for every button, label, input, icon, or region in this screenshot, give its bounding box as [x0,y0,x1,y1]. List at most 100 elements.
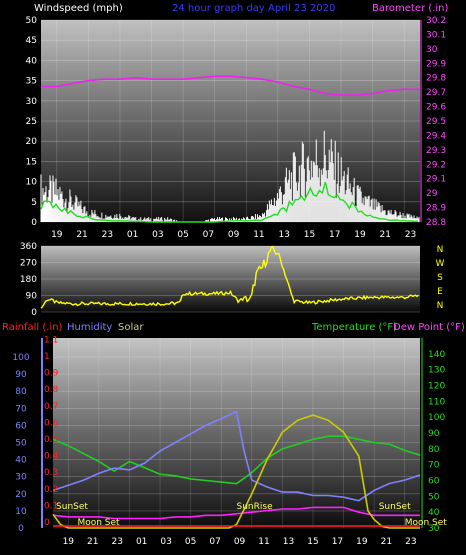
hour-label: 05 [185,537,196,547]
rain-tick-label: 0.3 [44,468,58,478]
barometer-tick-label: 28.8 [426,218,446,228]
temperature-tick-label: 80 [428,445,440,455]
temperature-tick-label: 70 [428,461,440,471]
wind-direction-line [40,245,419,309]
rain-tick-label: 0.7 [44,402,58,412]
dewpoint-line [52,506,420,520]
temperature-tick-label: 40 [428,508,440,518]
rain-tick-label: 0.6 [44,418,59,428]
temperature-tick-label: 100 [428,413,445,423]
temperature-tick-label: 130 [428,366,445,376]
humidity-tick-label: 60 [15,421,27,431]
hour-label: 15 [307,537,318,547]
wind-tick-label: 0 [31,218,37,228]
compass-label: W [436,259,445,269]
hour-label: 21 [76,230,87,240]
hour-label: 05 [177,230,188,240]
hour-label: 13 [283,537,294,547]
barometer-line [41,75,420,96]
humidity-tick-label: 70 [15,404,27,414]
dewpoint-legend: Dew Point (°F) [393,322,465,333]
direction-panel-grid [41,245,420,313]
wind-tick-label: 10 [26,178,38,188]
astro-label: SunSet [379,502,411,512]
hour-label: 11 [258,537,269,547]
hour-label: 19 [51,230,63,240]
climate-panel-grid [53,338,423,529]
hour-label: 19 [354,230,366,240]
humidity-tick-labels: 0 10 20 30 40 50 60 70 80 90 100 [12,353,29,534]
barometer-tick-label: 30.1 [426,30,446,40]
humidity-legend: Humidity [67,322,112,333]
temperature-tick-label: 110 [428,397,445,407]
humidity-tick-label: 0 [18,524,24,534]
barometer-tick-label: 29.9 [426,59,446,69]
wind-tick-label: 50 [26,16,38,26]
astro-label: Moon Set [77,518,120,528]
direction-tick-label: 90 [26,292,38,302]
wind-tick-label: 20 [26,137,38,147]
rain-tick-label: 0 [44,518,50,528]
hour-label: 01 [136,537,147,547]
hour-label: 11 [253,230,264,240]
hour-label: 13 [278,230,289,240]
chart-title: 24 hour graph day April 23 2020 [172,3,335,14]
hour-label: 21 [380,230,391,240]
wind-avg-line [40,181,419,223]
hour-label: 23 [102,230,113,240]
barometer-tick-labels: 28.8 28.9 29 29.1 29.2 29.3 29.4 29.5 29.6 29.7 29… [426,16,446,228]
temperature-tick-labels: 30 40 50 60 70 80 90 100 110 120 130 140 [428,350,445,534]
rain-tick-label: 0.8 [44,385,59,395]
rain-tick-label: 0.2 [44,485,58,495]
barometer-tick-label: 29.6 [426,103,446,113]
solar-legend: Solar [118,322,144,333]
direction-tick-labels: 0 90 180 270 360 [20,242,37,318]
hour-label: 19 [63,537,75,547]
humidity-tick-label: 30 [15,473,27,483]
barometer-tick-label: 29 [426,189,438,199]
wind-axis-title: Windspeed (mph) [34,3,123,14]
direction-tick-label: 270 [20,259,37,269]
temperature-legend: Temperature (°F) [311,322,397,333]
astro-label: SunRise [237,502,274,512]
temperature-tick-label: 140 [428,350,445,360]
hour-label: 19 [356,537,368,547]
direction-tick-label: 360 [20,242,37,252]
astro-label: Moon Set [405,518,448,528]
humidity-tick-label: 100 [12,353,29,363]
direction-tick-label: 0 [31,308,37,318]
rain-tick-labels: 0 0.1 0.2 0.3 0.4 0.5 0.6 0.7 0.8 0.9 1 1.1 [44,335,59,528]
barometer-tick-label: 30.2 [426,16,446,26]
humidity-tick-label: 40 [15,456,27,466]
temperature-tick-label: 120 [428,382,445,392]
hour-label: 17 [332,537,343,547]
barometer-tick-label: 30 [426,45,438,55]
rain-tick-label: 0.1 [44,501,58,511]
hour-label: 07 [203,230,214,240]
hour-label: 03 [152,230,163,240]
hour-label: 23 [111,537,122,547]
wind-tick-label: 45 [26,36,37,46]
direction-panel-bg [41,246,420,312]
wind-tick-label: 25 [26,117,37,127]
hour-label: 17 [329,230,340,240]
hour-label: 09 [228,230,240,240]
climate-hour-labels: 19 21 23 01 03 05 07 09 11 13 15 17 19 21 23 [63,537,417,547]
compass-label: E [437,287,443,297]
hour-label: 07 [209,537,220,547]
temperature-tick-label: 60 [428,477,440,487]
barometer-axis-title: Barometer (.in) [372,3,448,14]
climate-panel-bg [53,338,420,528]
wind-tick-labels: 0 5 10 15 20 25 30 35 40 45 50 [26,16,38,228]
wind-gust-bars [40,130,420,222]
compass-label: N [437,245,444,255]
humidity-tick-label: 10 [15,507,27,517]
temperature-tick-label: 30 [428,524,440,534]
hour-label: 09 [234,537,246,547]
hour-label: 01 [127,230,138,240]
astro-label: SunSet [56,502,88,512]
wind-tick-label: 30 [26,97,38,107]
rain-tick-label: 1.1 [44,335,58,345]
astro-annotations: SunSet Moon Set SunRise SunSet Moon Set [56,502,447,528]
